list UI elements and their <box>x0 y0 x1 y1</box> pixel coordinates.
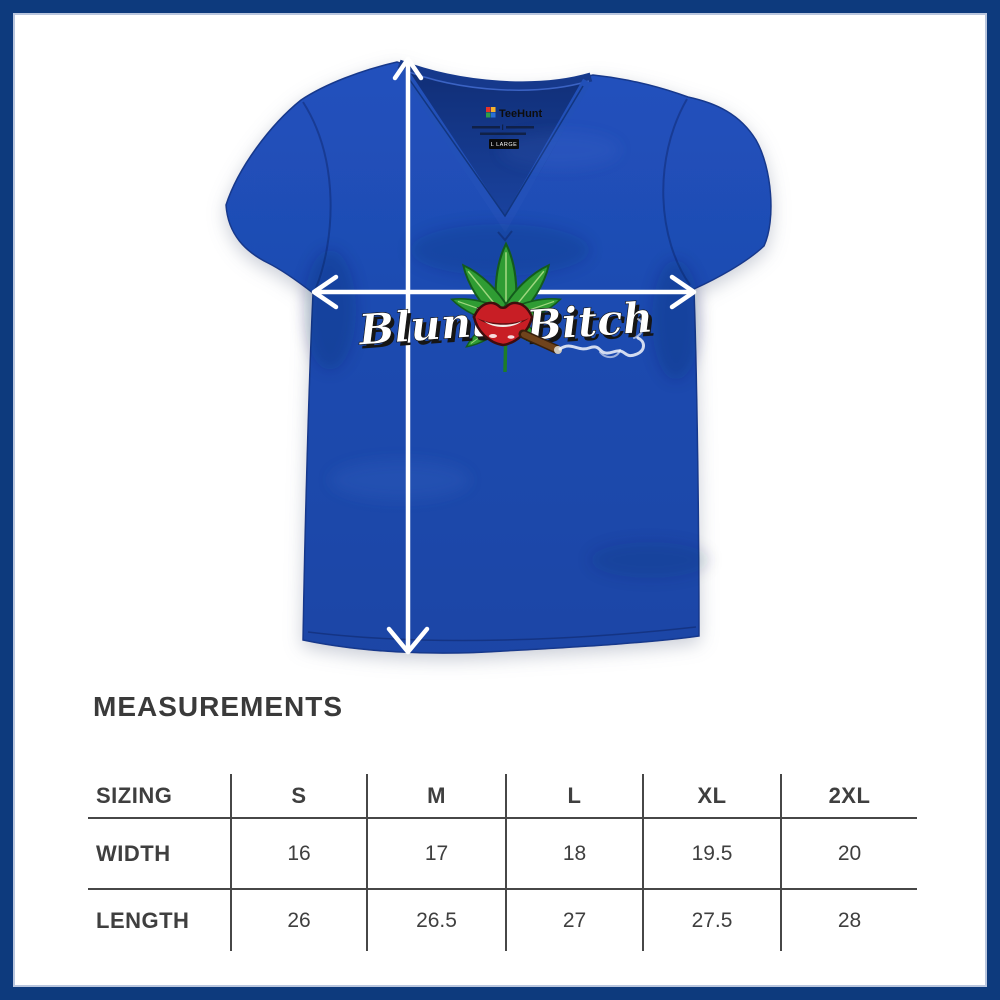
table-header-m: M <box>368 774 507 817</box>
fabric-shading <box>304 132 710 578</box>
length-l: 27 <box>507 888 644 951</box>
width-l: 18 <box>507 817 644 888</box>
brand-name: TeeHunt <box>499 108 543 120</box>
size-badge-text: L LARGE <box>491 142 518 148</box>
svg-text:Blunt: Blunt <box>359 300 495 358</box>
width-s: 16 <box>232 817 368 888</box>
page-title: MEASUREMENTS <box>93 691 344 722</box>
collar-label: TeeHunt L LARGE <box>472 107 543 149</box>
table-header-xl: XL <box>644 774 782 817</box>
length-xl: 27.5 <box>644 888 782 951</box>
label-fine-print <box>472 124 534 135</box>
length-m: 26.5 <box>368 888 507 951</box>
length-s: 26 <box>232 888 368 951</box>
lips-icon <box>472 301 534 347</box>
table-header-s: S <box>232 774 368 817</box>
vneck-band <box>399 67 591 233</box>
hem-stitch <box>307 626 697 642</box>
shirt-body <box>225 61 772 654</box>
size-table: SIZING S M L XL 2XL WIDTH 16 17 18 19.5 … <box>88 774 917 951</box>
length-2xl: 28 <box>782 888 917 951</box>
width-2xl: 20 <box>782 817 917 888</box>
brand-logo-icon <box>486 107 496 118</box>
table-header-sizing: SIZING <box>88 774 232 817</box>
shirt-graphic: Blunt Blunt Bitch Bitch <box>356 242 658 373</box>
table-header-l: L <box>507 774 644 817</box>
svg-text:Bitch: Bitch <box>524 293 655 351</box>
graphic-word-left: Blunt Blunt <box>356 296 496 358</box>
width-xl: 19.5 <box>644 817 782 888</box>
smoke-icon <box>558 318 645 358</box>
collar-highlight <box>400 68 590 91</box>
svg-text:Blunt: Blunt <box>356 296 492 354</box>
size-badge <box>489 139 519 149</box>
row-label-length: LENGTH <box>88 888 232 951</box>
table-header-2xl: 2XL <box>828 782 871 808</box>
width-m: 17 <box>368 817 507 888</box>
row-label-width: WIDTH <box>88 817 232 888</box>
back-collar-band <box>397 59 593 91</box>
vneck-seam <box>406 75 584 218</box>
graphic-word-right: Bitch Bitch <box>523 292 658 354</box>
length-arrow-icon <box>386 56 430 655</box>
